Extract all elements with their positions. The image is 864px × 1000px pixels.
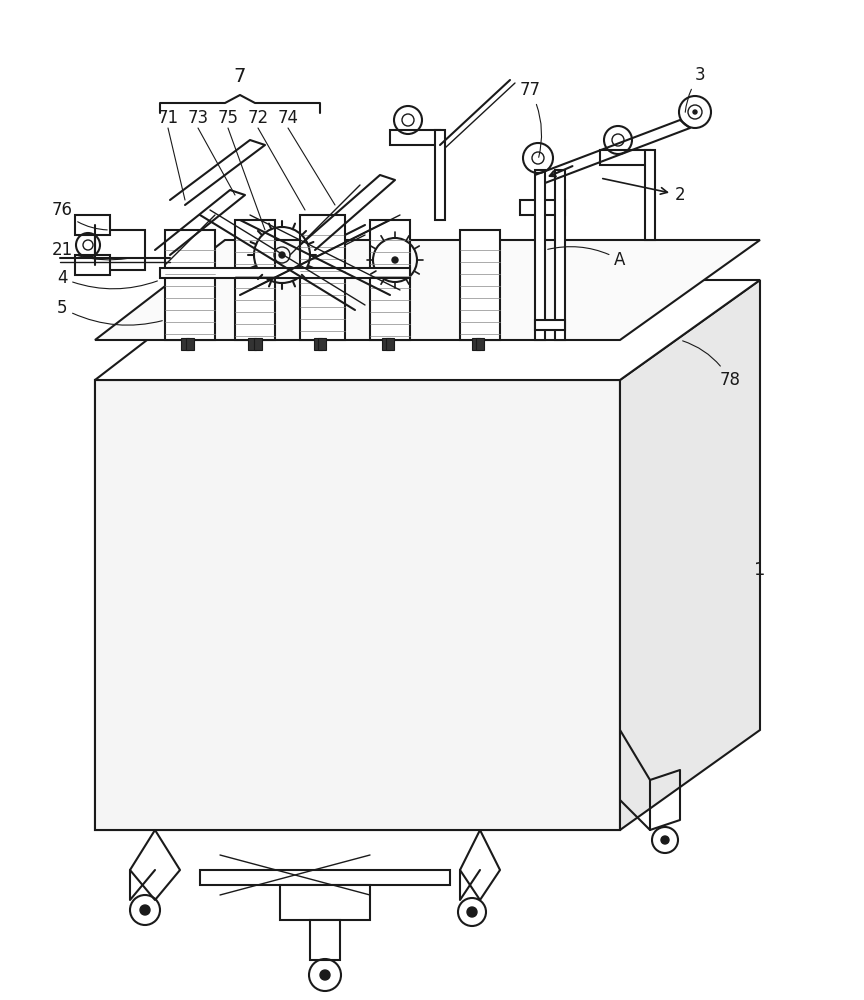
Circle shape bbox=[320, 970, 330, 980]
Polygon shape bbox=[186, 338, 194, 350]
Text: 7: 7 bbox=[234, 68, 246, 87]
Polygon shape bbox=[620, 280, 760, 830]
Circle shape bbox=[392, 257, 398, 263]
Polygon shape bbox=[75, 215, 110, 235]
Circle shape bbox=[279, 252, 285, 258]
Circle shape bbox=[661, 836, 669, 844]
Polygon shape bbox=[165, 230, 215, 340]
Polygon shape bbox=[181, 338, 189, 350]
Polygon shape bbox=[280, 885, 370, 920]
Circle shape bbox=[140, 905, 150, 915]
Polygon shape bbox=[535, 170, 545, 340]
Polygon shape bbox=[95, 280, 760, 380]
Text: 71: 71 bbox=[157, 109, 179, 127]
Polygon shape bbox=[645, 150, 655, 240]
Text: 72: 72 bbox=[247, 109, 269, 127]
Circle shape bbox=[693, 110, 697, 114]
Text: 74: 74 bbox=[277, 109, 298, 127]
Polygon shape bbox=[95, 230, 145, 270]
Polygon shape bbox=[254, 338, 262, 350]
Text: 2: 2 bbox=[603, 179, 685, 204]
Polygon shape bbox=[520, 200, 565, 215]
Polygon shape bbox=[95, 380, 620, 830]
Circle shape bbox=[467, 907, 477, 917]
Polygon shape bbox=[314, 338, 322, 350]
Polygon shape bbox=[472, 338, 480, 350]
Polygon shape bbox=[235, 220, 275, 340]
Text: 5: 5 bbox=[57, 299, 162, 325]
Polygon shape bbox=[200, 870, 450, 885]
Text: 1: 1 bbox=[754, 561, 766, 579]
Polygon shape bbox=[382, 338, 390, 350]
Text: 73: 73 bbox=[187, 109, 208, 127]
Text: 21: 21 bbox=[51, 241, 127, 260]
Polygon shape bbox=[460, 230, 500, 340]
Polygon shape bbox=[95, 380, 620, 830]
Polygon shape bbox=[555, 170, 565, 340]
Text: 77: 77 bbox=[519, 81, 542, 157]
Polygon shape bbox=[476, 338, 484, 350]
Text: 4: 4 bbox=[57, 269, 157, 289]
Text: 3: 3 bbox=[685, 66, 705, 112]
Polygon shape bbox=[95, 240, 760, 340]
Polygon shape bbox=[248, 338, 256, 350]
Polygon shape bbox=[75, 255, 110, 275]
Polygon shape bbox=[390, 130, 440, 145]
Polygon shape bbox=[435, 130, 445, 220]
Polygon shape bbox=[370, 220, 410, 340]
Polygon shape bbox=[600, 150, 650, 165]
Text: 75: 75 bbox=[218, 109, 238, 127]
Text: 76: 76 bbox=[52, 201, 107, 230]
Text: 78: 78 bbox=[683, 341, 740, 389]
Polygon shape bbox=[310, 920, 340, 960]
Polygon shape bbox=[318, 338, 326, 350]
Polygon shape bbox=[386, 338, 394, 350]
Text: A: A bbox=[548, 247, 626, 269]
Polygon shape bbox=[535, 320, 565, 330]
Polygon shape bbox=[300, 215, 345, 340]
Polygon shape bbox=[160, 268, 410, 278]
